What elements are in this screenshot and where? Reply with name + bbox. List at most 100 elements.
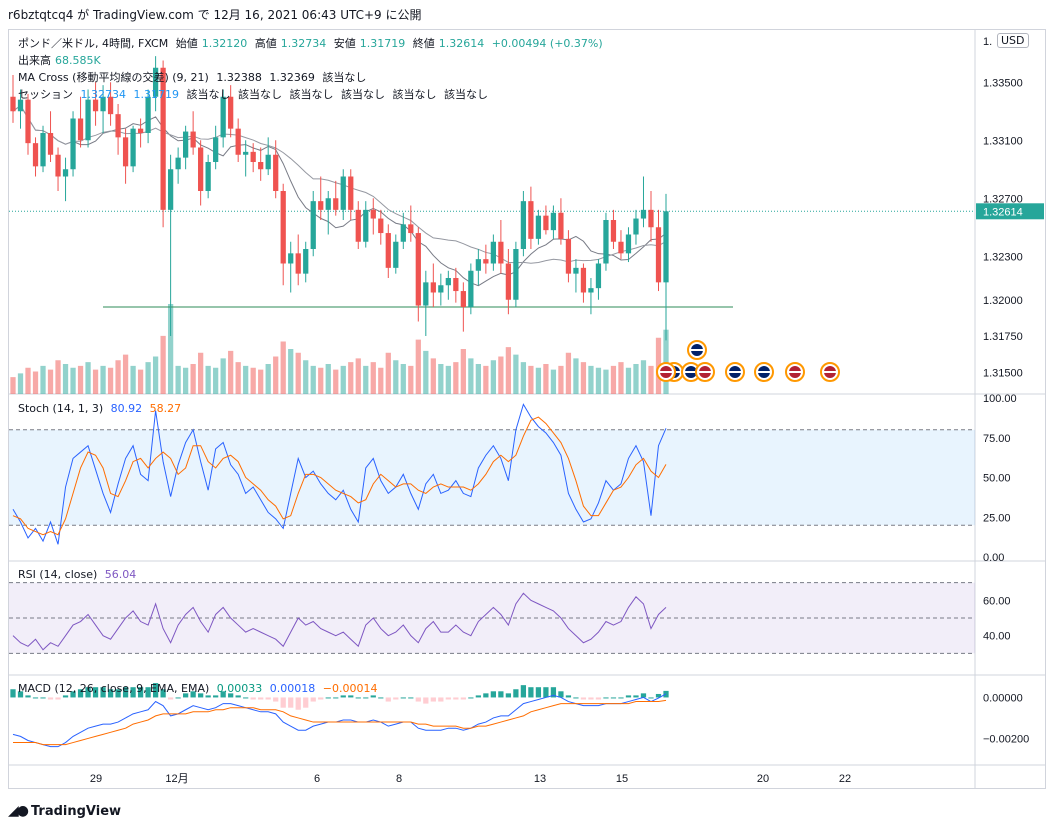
macd-histogram-bar [288,697,294,708]
candle-body [10,96,16,112]
macd-histogram-bar [603,697,609,699]
volume-bar [265,364,271,394]
volume-bar [32,371,39,394]
volume-bar [25,367,31,394]
volume-bar [213,367,219,394]
candle-body [618,241,624,254]
candle-body [258,162,264,170]
candle-body [32,143,39,167]
macd-histogram-bar [445,697,451,700]
volume-bar [92,369,99,394]
candle-body [107,96,114,115]
macd-histogram-bar [280,697,286,708]
macd-histogram-bar [400,697,406,699]
volume-bar [430,358,436,394]
macd-histogram-bar [190,691,196,698]
session-label[interactable]: セッション [18,88,73,101]
session-na-2: 該当なし [238,88,282,101]
macd-histogram-bar [558,691,564,698]
macd-histogram-bar [640,693,647,698]
candle-body [528,201,534,239]
macd-histogram-bar [355,697,361,699]
candle-body [70,118,76,170]
volume-label[interactable]: 出来高 [18,54,51,67]
flag-us-icon [656,362,676,382]
macd-histogram-bar [32,697,39,699]
macd-histogram-bar [565,695,572,698]
macd-histogram-bar [490,691,496,698]
volume-bar [438,364,444,394]
macd-label[interactable]: MACD (12, 26, close, 9, EMA, EMA) [18,682,210,695]
volume-bar [280,341,286,394]
volume-bar [483,365,489,394]
currency-selector[interactable]: USD [997,33,1029,48]
volume-bar [160,335,166,394]
last-price-tag-label: 1.32614 [983,206,1023,218]
chart-frame: 1.33500 1.33100 1.32700 1.32300 1.32000 1.317… [8,29,1046,789]
macd-histogram-bar [250,697,256,700]
rsi-label[interactable]: RSI (14, close) [18,568,98,581]
stoch-label[interactable]: Stoch (14, 1, 3) [18,402,104,415]
time-tick-label: 29 [90,773,102,785]
volume-bar [288,349,294,394]
symbol-label[interactable]: ポンド／米ドル, 4時間, FXCM [18,37,169,50]
volume-bar [423,350,429,394]
volume-bar [273,356,279,394]
macd-histogram-bar [10,689,16,698]
stoch-tick-label: 25.00 [983,512,1011,524]
tradingview-brand[interactable]: ◢● TradingView [8,803,121,819]
macd-histogram-bar [228,693,234,698]
macd-histogram-bar [183,693,189,698]
macd-hist-value: 0.00033 [216,682,263,695]
rsi-value: 56.04 [104,568,137,581]
macd-histogram-bar [318,697,324,700]
time-tick-label: 22 [839,773,851,785]
price-tick-label: 1.31500 [983,367,1023,379]
candle-body [17,99,24,112]
volume-bar [393,360,399,394]
macd-histogram-bar [655,693,662,698]
macd-legend: MACD (12, 26, close, 9, EMA, EMA) 0.0003… [18,682,382,695]
macd-histogram-bar [513,689,519,698]
volume-bar [17,373,24,394]
volume-bar [558,365,564,394]
candle-body [430,282,436,293]
candle-body [663,211,669,283]
price-tick-label: 1.31750 [983,331,1023,343]
candle-body [250,151,256,162]
volume-bar [445,365,451,394]
macd-histogram-bar [40,697,46,699]
change-value: +0.00494 (+0.37%) [491,37,603,50]
volume-bar [10,377,16,394]
volume-bar [167,304,174,394]
high-label: 高値 [254,37,277,50]
candle-body [122,137,129,167]
macd-histogram-bar [610,697,617,699]
volume-value: 68.585K [55,54,101,67]
stoch-tick-label: 50.00 [983,473,1011,485]
macd-histogram-bar [92,687,99,698]
macd-histogram-bar [415,697,421,702]
session-value-1: 1.32734 [80,88,127,101]
time-tick-label: 20 [757,773,769,785]
volume-bar [130,365,136,394]
stoch-legend: Stoch (14, 1, 3) 80.92 58.27 [18,402,185,415]
ma-legend: MA Cross (移動平均線の交差) (9, 21) 1.32388 1.32… [18,69,370,85]
volume-bar [640,360,647,394]
candle-body [558,212,564,239]
macd-histogram-bar [235,695,241,698]
macd-histogram-bar [303,697,309,708]
volume-bar [543,364,549,394]
candle-body [220,96,226,138]
ma-na: 該当なし [322,71,367,84]
ma-label[interactable]: MA Cross (移動平均線の交差) (9, 21) [18,71,209,84]
macd-histogram-bar [580,697,587,700]
stoch-d-value: 58.27 [149,402,182,415]
macd-histogram-bar [47,697,54,700]
chart-svg[interactable]: 1.33500 1.33100 1.32700 1.32300 1.32000 1.317… [9,30,1045,788]
ma-fast-value: 1.32388 [216,71,262,84]
candle-body [213,137,219,162]
brand-name: TradingView [30,804,122,819]
volume-bar [378,367,384,394]
macd-histogram-bar [62,695,69,698]
